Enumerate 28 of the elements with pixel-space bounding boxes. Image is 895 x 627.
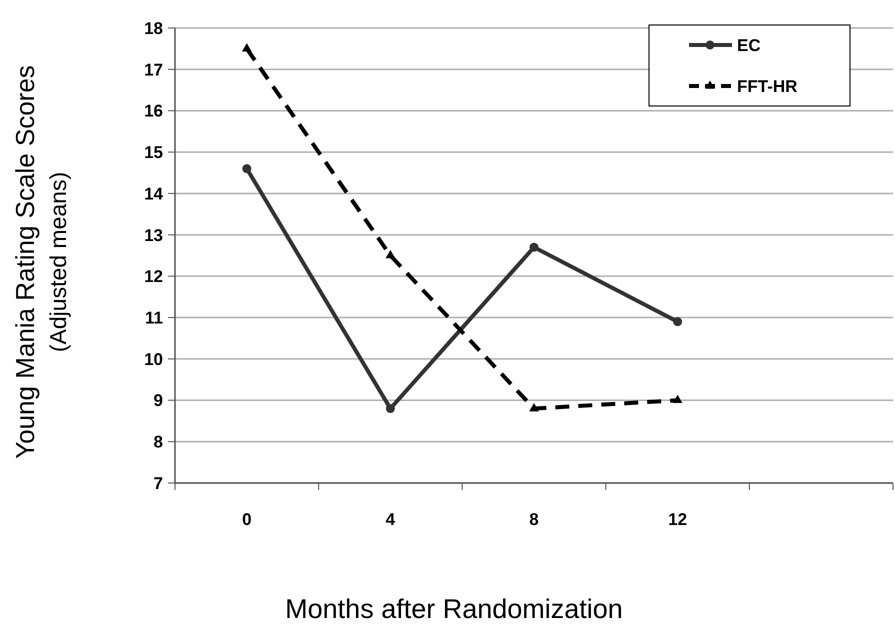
legend-label: FFT-HR: [737, 77, 798, 96]
y-tick-label: 9: [154, 391, 163, 410]
y-tick-label: 17: [144, 60, 163, 80]
x-tick-label: 0: [242, 510, 252, 529]
legend-label: EC: [737, 36, 761, 55]
x-tick-label: 12: [668, 510, 688, 529]
y-tick-label: 15: [144, 143, 163, 162]
y-tick-label: 18: [144, 18, 163, 38]
point: [242, 164, 252, 174]
x-axis-title: Months after Randomization: [285, 594, 623, 624]
point: [529, 402, 539, 412]
y-tick-label: 16: [144, 102, 163, 121]
point: [530, 242, 538, 252]
y-tick-label: 10: [144, 350, 163, 369]
y-axis-title: Young Mania Rating Scale Scores (Adjusted means): [10, 65, 71, 459]
point: [386, 250, 396, 258]
y-tick-label: 13: [144, 226, 163, 245]
y-tick-label: 12: [144, 267, 163, 286]
point: [386, 404, 395, 414]
y-tick-label: 8: [154, 432, 163, 452]
point: [672, 394, 682, 404]
y-tick-label: 7: [154, 474, 163, 493]
y-tick-label: 11: [145, 308, 163, 328]
x-tick-label: 8: [529, 510, 539, 529]
y-tick-label: 14: [144, 184, 164, 204]
x-tick-label: 4: [386, 510, 396, 529]
point: [673, 317, 682, 326]
point: [242, 43, 252, 52]
